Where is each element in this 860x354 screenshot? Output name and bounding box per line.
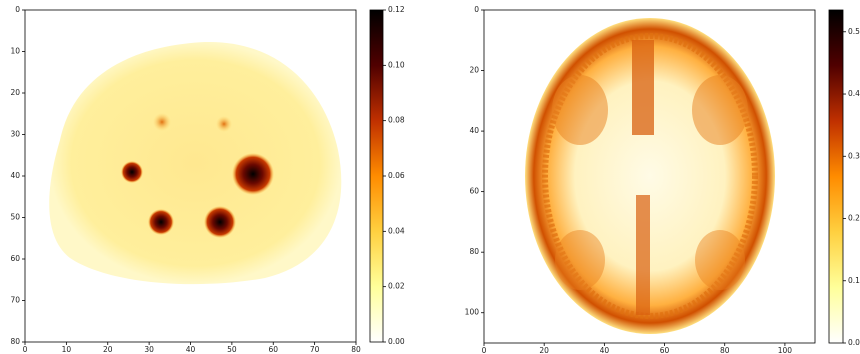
region (552, 75, 608, 145)
image-left (49, 41, 342, 285)
midline-front (632, 40, 654, 135)
small-spot (216, 116, 232, 132)
y-tick-label: 20 (10, 88, 20, 97)
y-tick-label: 80 (10, 337, 20, 346)
x-tick-label: 50 (227, 345, 237, 354)
y-tick-label: 0 (474, 5, 479, 14)
x-tick-label: 40 (186, 345, 196, 354)
region (555, 230, 605, 290)
x-tick-label: 0 (23, 345, 28, 354)
colorbar-tick-label: 0.5 (848, 27, 860, 36)
x-tick-label: 100 (778, 346, 793, 354)
y-tick-label: 40 (10, 171, 20, 180)
y-tick-label: 80 (469, 247, 479, 256)
lesion (204, 206, 236, 238)
lesion (121, 161, 143, 183)
x-tick-label: 0 (482, 346, 487, 354)
y-tick-label: 40 (469, 126, 479, 135)
x-tick-label: 80 (720, 346, 730, 354)
x-tick-label: 20 (103, 345, 113, 354)
cortex (542, 33, 758, 319)
colorbar-tick-label: 0.4 (848, 89, 860, 98)
colorbar (369, 9, 384, 343)
x-tick-label: 60 (268, 345, 278, 354)
phantom-body (49, 41, 342, 285)
x-tick-label: 10 (62, 345, 72, 354)
lesion (148, 209, 174, 235)
y-tick-label: 0 (15, 5, 20, 14)
colorbar-tick-label: 0.1 (848, 276, 860, 285)
x-tick-label: 60 (660, 346, 670, 354)
x-tick-label: 20 (539, 346, 549, 354)
colorbar-tick-label: 0.04 (388, 226, 405, 235)
colorbar-tick-label: 0.10 (388, 60, 405, 69)
colorbar-tick-label: 0.2 (848, 214, 860, 223)
midline-back (636, 195, 650, 315)
colorbar-tick-label: 0.02 (388, 282, 405, 291)
colorbar-tick-label: 0.06 (388, 171, 405, 180)
lesion (232, 153, 274, 195)
colorbar (828, 9, 844, 344)
y-tick-label: 70 (10, 296, 20, 305)
colorbar-tick-label: 0.08 (388, 116, 405, 125)
x-tick-label: 70 (310, 345, 320, 354)
colorbar-tick-label: 0.3 (848, 151, 860, 160)
y-tick-label: 30 (10, 130, 20, 139)
region (692, 75, 748, 145)
y-tick-label: 50 (10, 213, 20, 222)
y-tick-label: 60 (10, 254, 20, 263)
colorbar-tick-label: 0.00 (388, 337, 405, 346)
small-spot (153, 113, 171, 131)
image-right (525, 18, 775, 334)
y-tick-label: 20 (469, 66, 479, 75)
x-tick-label: 30 (144, 345, 154, 354)
axes-frame (483, 9, 816, 344)
region (695, 230, 745, 290)
colorbar-tick-label: 0.12 (388, 5, 405, 14)
y-tick-label: 100 (465, 308, 480, 317)
y-tick-label: 60 (469, 187, 479, 196)
colorbar-tick-label: 0.0 (848, 338, 860, 347)
y-tick-label: 10 (10, 47, 20, 56)
x-tick-label: 80 (351, 345, 361, 354)
x-tick-label: 40 (600, 346, 610, 354)
